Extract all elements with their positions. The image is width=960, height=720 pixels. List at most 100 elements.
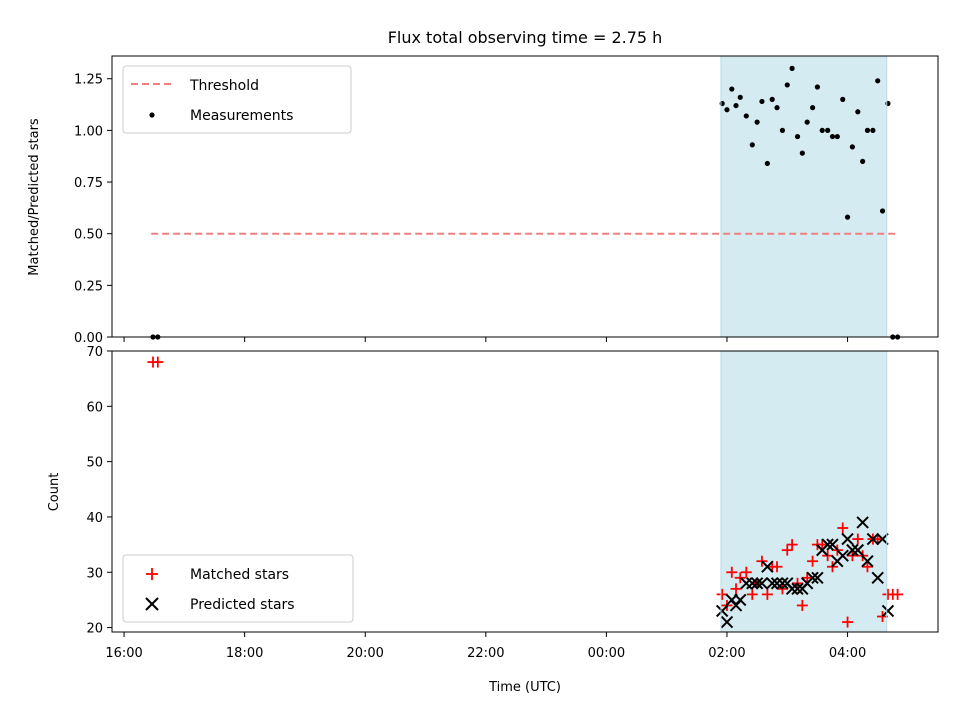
measurement-point: [719, 100, 725, 107]
measurement-point: [784, 82, 790, 88]
measurement-point: [829, 133, 836, 140]
top-legend-box: [122, 65, 352, 134]
bottom-y-axis-label: Count: [47, 473, 62, 512]
predicted-star-stroke-b: [734, 593, 747, 607]
measurement-point: [840, 96, 846, 102]
matched-star-point: [807, 555, 819, 567]
chart-title: Flux total observing time = 2.75 h: [388, 28, 663, 47]
measurement-point: [879, 208, 886, 214]
predicted-star-stroke-b: [841, 532, 854, 546]
bottom-y-tick-label: 30: [86, 566, 103, 581]
matched-star-point: [852, 533, 864, 545]
measurements-legend-label: Measurements: [190, 108, 293, 124]
top-y-tick-label: 0.50: [74, 228, 103, 243]
predicted-star-stroke-b: [770, 577, 784, 590]
top-observing-span: [720, 56, 887, 337]
matched-star-point: [734, 572, 746, 584]
predicted-star-stroke-b: [806, 571, 819, 584]
predicted-star-stroke-b: [811, 571, 824, 584]
predicted-star-point: [841, 532, 854, 546]
measurement-point: [814, 84, 821, 90]
top-y-axis-label: Matched/Predicted stars: [27, 118, 42, 276]
predicted-star-point: [851, 543, 865, 557]
matched-star-point: [796, 599, 808, 611]
measurement-point: [799, 150, 805, 156]
measurement-point: [825, 127, 831, 133]
predicted-star-stroke-b: [821, 538, 834, 551]
measurement-point: [724, 107, 730, 113]
measurement-point: [860, 158, 866, 164]
predicted-star-point: [876, 532, 889, 546]
measurement-point: [864, 127, 871, 133]
measurement-point: [759, 98, 765, 105]
top-x-ticks: [123, 337, 849, 342]
matched-star-point: [746, 588, 758, 600]
measurement-point: [749, 142, 755, 148]
matched-star-point: [730, 583, 742, 595]
predicted-star-stroke-b: [881, 604, 895, 618]
measurement-point: [855, 109, 861, 115]
measurement-point: [733, 102, 739, 109]
predicted-star-stroke-b: [861, 554, 874, 568]
predicted-star-point: [881, 604, 895, 618]
predicted-star-point: [811, 571, 824, 584]
measurement-point: [737, 94, 743, 100]
bottom-y-tick-label: 50: [86, 456, 103, 471]
predicted-star-stroke-b: [755, 577, 769, 590]
x-tick-label: 18:00: [226, 646, 263, 661]
predicted-star-stroke-b: [866, 532, 880, 546]
predicted-star-stroke-b: [876, 532, 889, 546]
matched-star-point: [786, 539, 798, 551]
predicted-star-point: [761, 560, 774, 573]
measurement-point: [754, 119, 760, 125]
measurement-point: [809, 105, 816, 111]
threshold-legend-label: Threshold: [189, 78, 259, 94]
measurement-point: [875, 78, 881, 84]
predicted-star-stroke-b: [846, 543, 859, 557]
top-y-tick-label: 1.00: [74, 124, 103, 139]
predicted-stars-series: [715, 516, 895, 629]
matched-star-point: [892, 588, 904, 600]
predicted-star-point: [755, 577, 769, 590]
predicted-star-point: [734, 593, 747, 607]
predicted-star-point: [821, 538, 834, 551]
measurement-point: [769, 96, 775, 102]
x-tick-label: 04:00: [829, 646, 866, 661]
bottom-y-tick-label: 20: [86, 622, 103, 637]
x-axis-label: Time (UTC): [488, 680, 561, 695]
bottom-panel: 20 30 40 50 60 70 16:00 18:00 20:00 22:00 00:00 02…: [47, 345, 939, 695]
measurement-point: [870, 127, 876, 133]
x-tick-label: 02:00: [708, 646, 745, 661]
predicted-stars-legend-label: Predicted stars: [190, 597, 295, 613]
matched-stars-legend-label: Matched stars: [190, 567, 289, 583]
predicted-star-stroke-b: [851, 543, 865, 557]
predicted-star-point: [776, 577, 789, 590]
measurement-point: [779, 127, 786, 133]
predicted-star-point: [846, 543, 859, 557]
bottom-x-ticks: 16:00 18:00 20:00 22:00 00:00 02:00 04:00: [105, 632, 866, 661]
matched-star-point: [842, 616, 854, 628]
matched-star-point: [837, 522, 849, 534]
predicted-star-stroke-b: [765, 577, 779, 590]
top-panel: 0.00 0.25 0.50 0.75 1.00 1.25 Flux total obse…: [27, 28, 939, 346]
matched-star-point: [801, 572, 813, 584]
predicted-star-point: [746, 577, 759, 590]
predicted-star-point: [836, 549, 849, 562]
predicted-star-point: [861, 554, 874, 568]
top-y-ticks: 0.00 0.25 0.50 0.75 1.00 1.25: [74, 73, 112, 346]
measurement-point: [729, 86, 735, 92]
measurement-point: [764, 160, 770, 167]
top-y-tick-label: 0.00: [74, 331, 103, 346]
matched-star-point: [781, 544, 793, 556]
predicted-star-point: [770, 577, 784, 590]
matched-star-point: [761, 588, 773, 600]
predicted-star-stroke-b: [715, 604, 729, 618]
predicted-star-point: [720, 615, 734, 629]
measurement-point: [844, 214, 851, 220]
predicted-star-point: [871, 571, 884, 584]
predicted-star-stroke-b: [746, 577, 759, 590]
measurements-series: [150, 65, 901, 340]
measurement-point: [743, 113, 749, 119]
x-tick-label: 00:00: [588, 646, 625, 661]
